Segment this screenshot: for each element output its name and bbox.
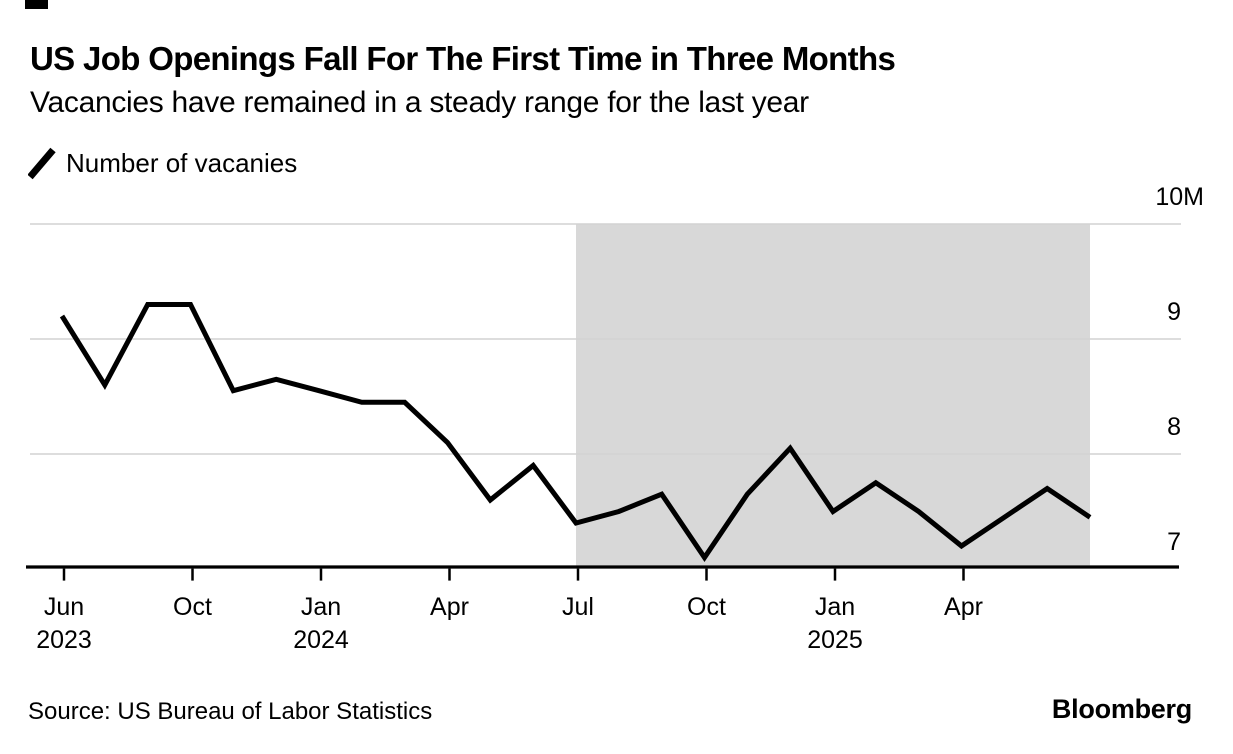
x-axis-year-label-2025: 2025 xyxy=(807,626,863,654)
chart-title: US Job Openings Fall For The First Time … xyxy=(30,40,896,77)
chart-subtitle: Vacancies have remained in a steady rang… xyxy=(30,86,809,119)
x-axis-year-label-2024: 2024 xyxy=(293,626,349,654)
x-axis-label-Apr: Apr xyxy=(430,593,469,621)
y-axis-label-9: 9 xyxy=(1167,298,1181,326)
bloomberg-logo: Bloomberg xyxy=(1051,694,1192,724)
x-axis-label-Jan: Jan xyxy=(301,593,341,621)
x-axis-year-label-2023: 2023 xyxy=(36,626,92,654)
x-axis-label-Oct: Oct xyxy=(173,593,212,621)
x-axis-label-Jan: Jan xyxy=(815,593,855,621)
legend: Number of vacanies xyxy=(27,146,298,180)
legend-label: Number of vacanies xyxy=(66,147,298,178)
y-axis-label-8: 8 xyxy=(1167,413,1181,441)
x-axis-label-Apr: Apr xyxy=(944,593,983,621)
top-left-mark xyxy=(25,0,48,9)
source-note: Source: US Bureau of Labor Statistics xyxy=(28,698,433,725)
y-axis-label-7: 7 xyxy=(1167,528,1181,556)
x-axis-label-Jun: Jun xyxy=(44,593,84,621)
x-axis-label-Oct: Oct xyxy=(687,593,726,621)
x-axis-label-Jul: Jul xyxy=(562,593,594,621)
line-series-icon xyxy=(27,146,56,180)
y-axis-label-10M: 10M xyxy=(1155,183,1204,211)
vacancies-line xyxy=(59,302,1092,562)
